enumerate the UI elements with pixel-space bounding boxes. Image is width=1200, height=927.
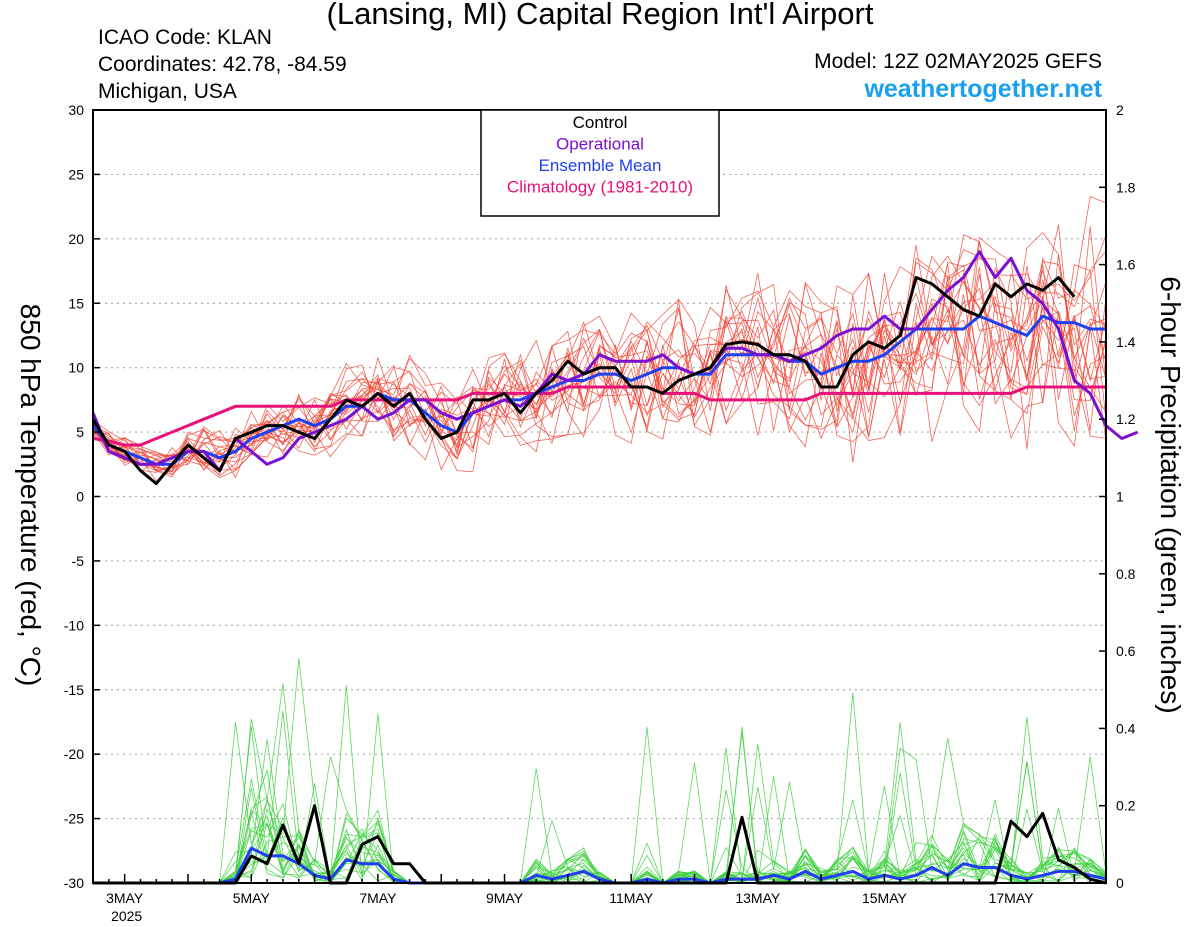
- legend-entry: Ensemble Mean: [539, 156, 662, 175]
- y-tick-label: 15: [68, 295, 84, 311]
- y2-tick-label: 1.2: [1116, 411, 1136, 427]
- y2-tick-label: 0.4: [1116, 720, 1136, 736]
- y-tick-label: 20: [68, 231, 84, 247]
- site-link[interactable]: weathertogether.net: [864, 75, 1102, 103]
- x-tick-sublabel: 2025: [111, 908, 142, 924]
- y-tick-label: -10: [64, 617, 84, 633]
- y-tick-label: -25: [64, 811, 84, 827]
- ensemble-member-temp-line: [92, 255, 1107, 472]
- ensemble-member-temp-line: [92, 257, 1107, 469]
- y2-tick-label: 0.6: [1116, 643, 1136, 659]
- x-tick-label: 9MAY: [486, 890, 524, 906]
- y2-tick-label: 1.8: [1116, 179, 1136, 195]
- ensemble-member-temp-line: [92, 297, 1107, 463]
- y-tick-label: 0: [76, 489, 84, 505]
- model-run: Model: 12Z 02MAY2025 GEFS: [814, 50, 1102, 73]
- climatology-1981-2010-temp-line: [92, 385, 1106, 447]
- y-tick-label: 25: [68, 166, 84, 182]
- ensemble-member-precip-line: [93, 718, 1107, 884]
- y-tick-label: -30: [64, 875, 84, 891]
- y2-tick-label: 1.6: [1116, 257, 1136, 273]
- ensemble-member-temp-line: [92, 267, 1107, 472]
- legend-box: [480, 109, 720, 217]
- ensemble-member-precip-line: [93, 726, 1107, 884]
- y-tick-label: 10: [68, 360, 84, 376]
- x-tick-label: 5MAY: [233, 890, 271, 906]
- y-tick-label: -15: [64, 682, 84, 698]
- ensemble-member-temp-line: [92, 234, 1107, 482]
- legend-entry: Control: [573, 113, 628, 132]
- y-tick-label: -20: [64, 746, 84, 762]
- x-tick-label: 13MAY: [735, 890, 781, 906]
- y-tick-label: -5: [72, 553, 85, 569]
- x-tick-label: 3MAY: [106, 890, 144, 906]
- y2-tick-label: 0.8: [1116, 566, 1136, 582]
- x-tick-label: 17MAY: [989, 890, 1035, 906]
- coordinates: Coordinates: 42.78, -84.59: [98, 53, 347, 76]
- y2-tick-label: 0: [1116, 875, 1124, 891]
- ensemble-member-temp-line: [92, 273, 1107, 471]
- y2-tick-label: 0.2: [1116, 798, 1136, 814]
- y2-tick-label: 1: [1116, 489, 1124, 505]
- ensemble-mean-temp-line: [91, 314, 1106, 466]
- ensemble-member-precip-line: [93, 692, 1107, 884]
- ensemble-member-temp-line: [92, 244, 1107, 464]
- x-tick-label: 11MAY: [609, 890, 653, 906]
- y2-tick-label: 1.4: [1116, 334, 1136, 350]
- y-tick-label: 30: [68, 102, 84, 118]
- y-tick-label: 5: [76, 424, 84, 440]
- operational-temp-line: [91, 250, 1139, 473]
- region: Michigan, USA: [98, 80, 237, 103]
- legend-entry: Operational: [556, 135, 644, 154]
- control-temp-line: [91, 276, 1076, 486]
- x-tick-label: 7MAY: [359, 890, 397, 906]
- y2-tick-label: 2: [1116, 102, 1124, 118]
- x-tick-label: 15MAY: [862, 890, 908, 906]
- icao-code: ICAO Code: KLAN: [98, 26, 272, 49]
- legend-entry: Climatology (1981-2010): [507, 178, 693, 197]
- page-title: (Lansing, MI) Capital Region Int'l Airpo…: [326, 0, 874, 31]
